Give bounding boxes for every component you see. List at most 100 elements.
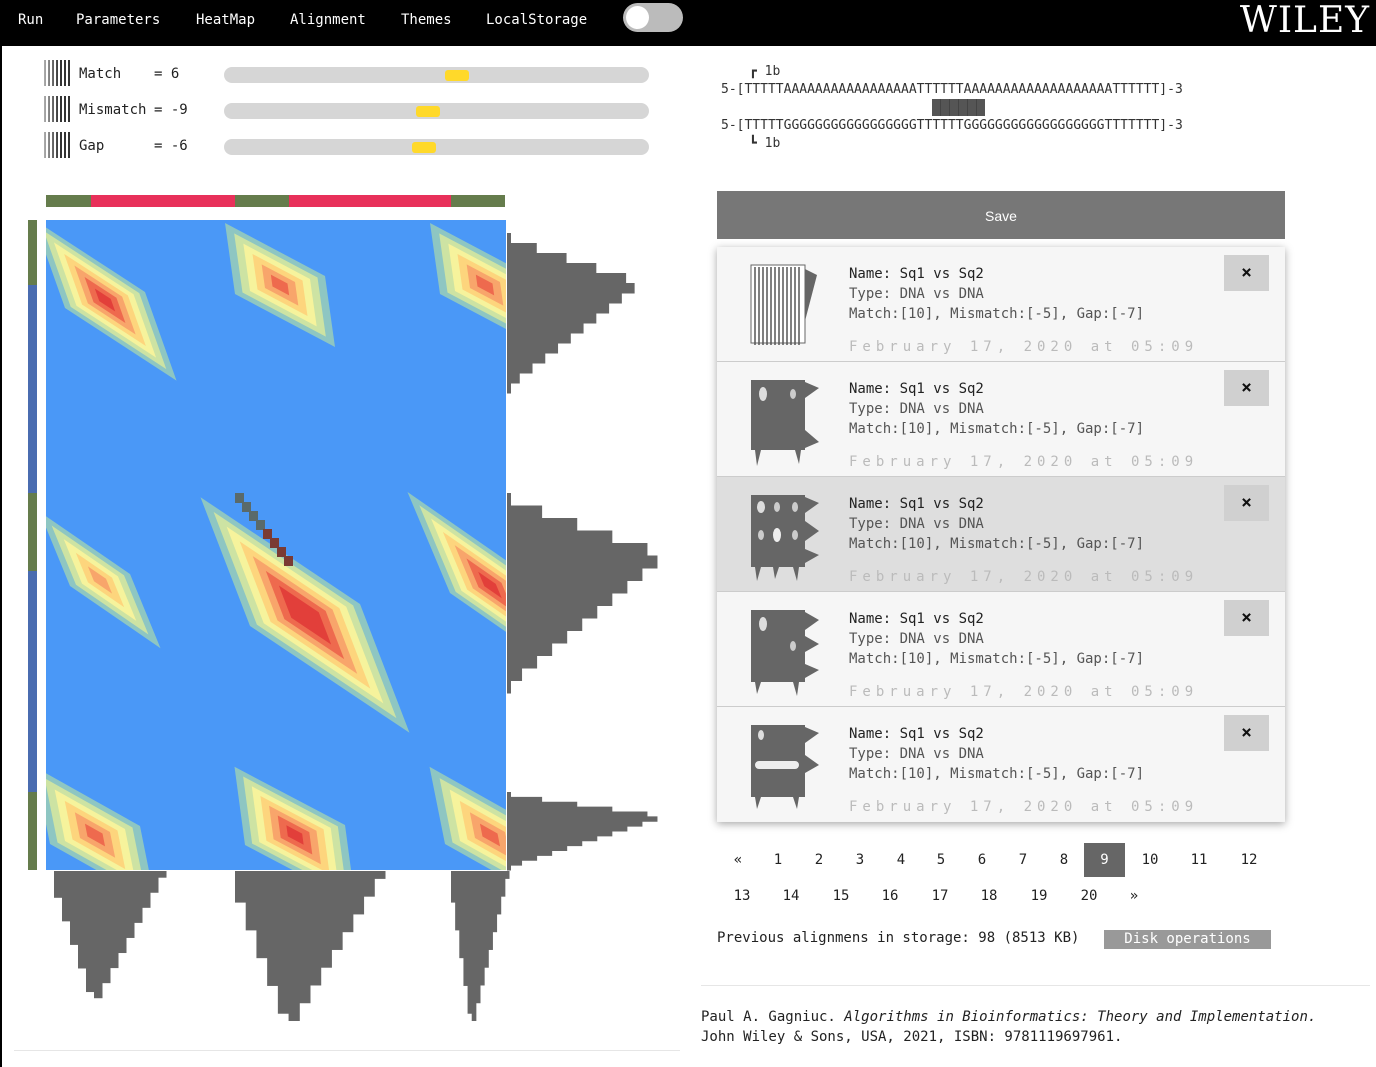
histogram-bar [507, 253, 567, 264]
page-link[interactable]: 8 [1059, 852, 1069, 868]
page-link-active[interactable]: 9 [1084, 843, 1125, 877]
page-prev[interactable]: « [733, 852, 743, 868]
histogram-bar [504, 871, 510, 879]
page-next[interactable]: » [1129, 888, 1139, 904]
histogram-bar [54, 871, 63, 898]
slider-thumb[interactable] [412, 142, 436, 153]
divider [14, 1050, 680, 1051]
card-info: Name: Sq1 vs Sq2 Type: DNA vs DNA Match:… [849, 609, 1144, 669]
close-icon[interactable]: × [1224, 715, 1269, 751]
page-link[interactable]: 3 [855, 852, 865, 868]
card-date: February 17, 2020 at 05:09 [849, 799, 1199, 815]
saved-alignment-card[interactable]: Name: Sq1 vs Sq2 Type: DNA vs DNA Match:… [717, 707, 1285, 821]
alignment-thumbnail [751, 725, 819, 809]
heatmap-spot [475, 274, 495, 296]
disk-operations-button[interactable]: Disk operations [1104, 930, 1271, 949]
saved-alignment-card[interactable]: Name: Sq1 vs Sq2 Type: DNA vs DNA Match:… [717, 362, 1285, 477]
page-link[interactable]: 5 [936, 852, 946, 868]
saved-alignment-card[interactable]: Name: Sq1 vs Sq2 Type: DNA vs DNA Match:… [717, 247, 1285, 362]
histogram-bar [488, 871, 493, 950]
page-link[interactable]: 16 [881, 888, 899, 904]
seq-bar-segment [28, 493, 37, 571]
histogram-bar [507, 303, 610, 314]
close-icon[interactable]: × [1224, 370, 1269, 406]
page-link[interactable]: 15 [832, 888, 850, 904]
histograms [54, 233, 658, 1022]
histogram-bar [507, 801, 578, 808]
histogram-bar [484, 871, 489, 968]
menu-alignment[interactable]: Alignment [290, 12, 366, 28]
histogram-bar [142, 871, 151, 908]
page-link[interactable]: 7 [1018, 852, 1028, 868]
histogram-bar [507, 283, 635, 294]
saved-alignment-card[interactable]: Name: Sq1 vs Sq2 Type: DNA vs DNA Match:… [717, 477, 1285, 592]
grip-icon [44, 132, 70, 158]
page-link[interactable]: 11 [1190, 852, 1208, 868]
page-link[interactable]: 6 [977, 852, 987, 868]
page-link[interactable]: 2 [814, 852, 824, 868]
histogram-bar [507, 680, 511, 694]
card-date: February 17, 2020 at 05:09 [849, 569, 1199, 585]
toggle-knob [626, 6, 649, 29]
sequence-2: 5-[TTTTTGGGGGGGGGGGGGGGGGTTTTTTGGGGGGGGG… [721, 118, 1183, 133]
close-icon[interactable]: × [1224, 485, 1269, 521]
theme-toggle[interactable] [623, 3, 683, 32]
diagonal-cell [249, 511, 258, 521]
match-slider[interactable] [224, 67, 649, 83]
histogram-bar [507, 530, 613, 544]
alignment-thumbnail [751, 380, 819, 466]
histogram-bar [342, 871, 354, 933]
param-value: = 6 [154, 66, 180, 82]
mismatch-slider[interactable] [224, 103, 649, 119]
saved-alignment-card[interactable]: Name: Sq1 vs Sq2 Type: DNA vs DNA Match:… [717, 592, 1285, 707]
page-link[interactable]: 4 [896, 852, 906, 868]
page-link[interactable]: 1 [773, 852, 783, 868]
page-link[interactable]: 10 [1141, 852, 1159, 868]
page-link[interactable]: 12 [1240, 852, 1258, 868]
histogram-bar [507, 293, 622, 304]
heatmap-spot [84, 823, 106, 847]
alignment-thumbnail [751, 610, 819, 696]
slider-thumb[interactable] [416, 106, 440, 117]
page-link[interactable]: 20 [1080, 888, 1098, 904]
histogram-bar [126, 871, 135, 938]
histogram-bar [507, 568, 643, 581]
heatmap-spot [94, 288, 116, 312]
histogram-bar [480, 871, 485, 986]
menu-run[interactable]: Run [18, 12, 44, 28]
menu-localstorage[interactable]: LocalStorage [486, 12, 588, 28]
alignment-match-block [932, 99, 985, 116]
card-info: Name: Sq1 vs Sq2 Type: DNA vs DNA Match:… [849, 264, 1144, 324]
grip-icon [44, 60, 70, 86]
param-value: = -9 [154, 102, 188, 118]
save-button[interactable]: Save [717, 191, 1285, 239]
histogram-bar [245, 871, 257, 931]
slider-thumb[interactable] [445, 70, 469, 81]
histogram-bar [256, 871, 268, 959]
seq-bar-segment [289, 195, 451, 207]
menu-themes[interactable]: Themes [401, 12, 452, 28]
close-icon[interactable]: × [1224, 600, 1269, 636]
alignment-thumbnail [751, 495, 819, 581]
page-link[interactable]: 17 [931, 888, 949, 904]
page-link[interactable]: 18 [980, 888, 998, 904]
gap-slider[interactable] [224, 139, 649, 155]
citation-publisher: John Wiley & Sons, USA, 2021, ISBN: 9781… [701, 1029, 1123, 1045]
histogram-bar [507, 840, 583, 847]
storage-info: Previous alignmens in storage: 98 (8513 … [717, 930, 1080, 946]
close-icon[interactable]: × [1224, 255, 1269, 291]
histogram-bar [507, 850, 553, 856]
diagonal-cell [263, 529, 272, 539]
menu-heatmap[interactable]: HeatMap [196, 12, 256, 28]
menu-parameters[interactable]: Parameters [76, 12, 161, 28]
histogram-bar [78, 871, 87, 969]
card-name: Name: Sq1 vs Sq2 [849, 381, 984, 397]
histogram-bar [507, 543, 648, 556]
alignment-marker-top: ┏ 1b [749, 64, 781, 79]
page-link[interactable]: 14 [782, 888, 800, 904]
page-link[interactable]: 19 [1030, 888, 1048, 904]
card-type: Type: DNA vs DNA [849, 286, 984, 302]
page-link[interactable]: 13 [733, 888, 751, 904]
histogram-bar [320, 871, 332, 968]
seq-bar-segment [28, 220, 37, 285]
